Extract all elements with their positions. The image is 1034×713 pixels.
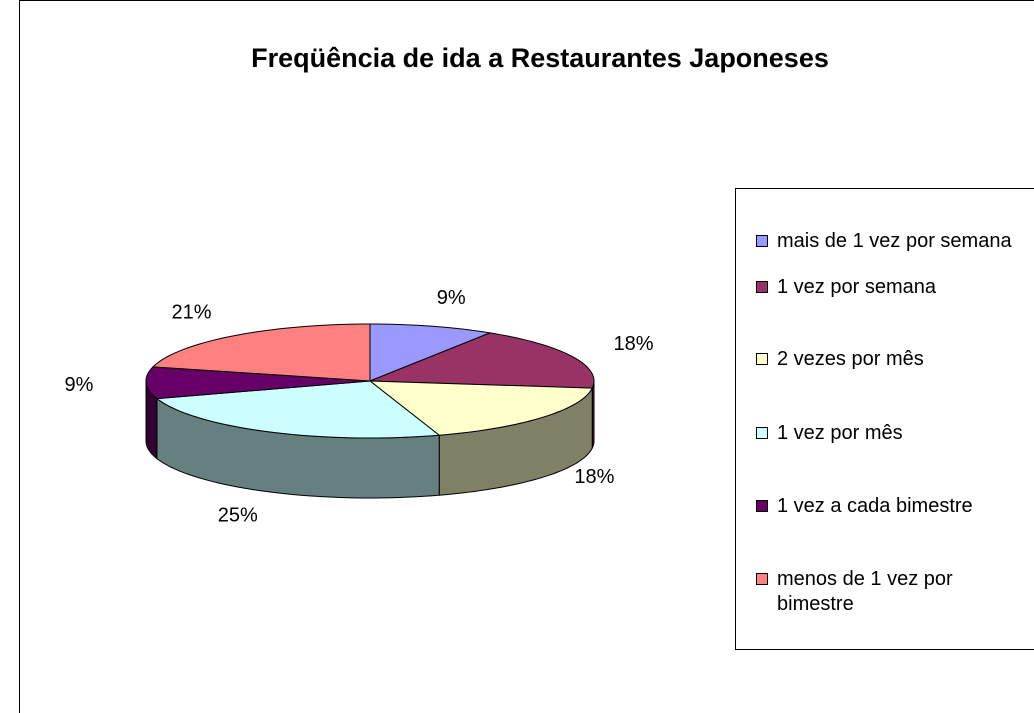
data-label: 9% — [437, 287, 466, 309]
legend-swatch — [756, 427, 768, 439]
legend-swatch — [756, 573, 768, 585]
legend-entry: 1 vez por semana — [756, 275, 1034, 300]
slice — [368, 380, 594, 436]
legend-entry: mais de 1 vez por semana — [756, 229, 1034, 254]
legend: mais de 1 vez por semana 1 vez por semana… — [735, 188, 1034, 650]
legend-swatch — [756, 281, 768, 293]
legend-entry: 2 vezes por mês — [756, 347, 1034, 372]
legend-label: 1 vez por semana — [777, 276, 936, 298]
legend-swatch — [756, 353, 768, 365]
legend-entry: menos de 1 vez por bimestre — [756, 567, 1034, 617]
legend-swatch — [756, 235, 768, 247]
legend-label: mais de 1 vez por semana — [777, 230, 1012, 252]
legend-label: 2 vezes por mês — [777, 348, 924, 370]
legend-entry: 1 vez a cada bimestre — [756, 494, 1034, 519]
slice — [369, 323, 492, 382]
slice — [369, 332, 595, 389]
data-label: 21% — [172, 302, 212, 324]
slice — [145, 366, 371, 400]
data-label: 18% — [613, 333, 653, 355]
data-label: 18% — [574, 466, 614, 488]
legend-label: 1 vez a cada bimestre — [777, 495, 973, 517]
legend-entry: 1 vez por mês — [756, 421, 1034, 446]
data-label: 9% — [64, 374, 93, 396]
legend-swatch — [756, 500, 768, 512]
slice — [155, 380, 441, 439]
legend-label: 1 vez por mês — [777, 422, 903, 444]
legend-label: menos de 1 vez por bimestre — [777, 568, 953, 615]
slice — [151, 323, 371, 382]
data-label: 25% — [218, 504, 258, 526]
chart-title: Freqüência de ida a Restaurantes Japones… — [251, 43, 829, 73]
